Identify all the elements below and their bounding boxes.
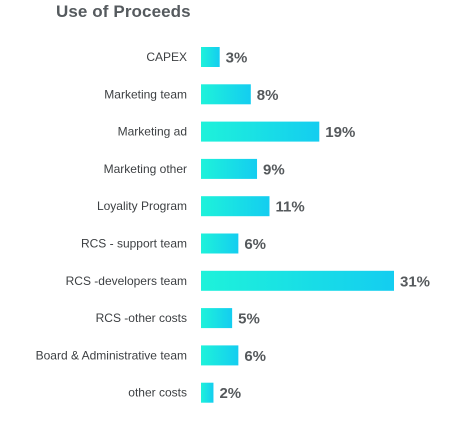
category-label-7: RCS -other costs [96,311,187,325]
category-label-9: other costs [128,386,187,400]
value-label-8: 6% [244,348,266,365]
category-label-4: Loyality Program [97,199,187,213]
bar-6 [201,270,394,291]
bar-1 [201,84,251,105]
category-label-5: RCS - support team [81,237,187,251]
category-label-6: RCS -developers team [66,274,187,288]
category-label-1: Marketing team [104,87,187,101]
value-label-0: 3% [226,50,248,67]
value-label-2: 19% [325,124,355,141]
value-label-7: 5% [238,311,260,328]
bar-3 [201,158,258,179]
bar-9 [201,382,214,403]
category-label-0: CAPEX [146,50,187,64]
value-label-4: 11% [275,199,304,216]
category-label-2: Marketing ad [118,125,187,139]
bar-0 [201,47,220,67]
bars-layer [201,47,394,403]
value-label-6: 31% [400,273,430,290]
value-label-9: 2% [219,385,241,402]
category-labels: CAPEX Marketing team Marketing ad Marketing… [36,50,187,400]
value-label-3: 9% [263,161,285,178]
value-labels: 3% 8% 19% 9% 11% 6% 31% 5% 6% 2% [219,50,430,403]
category-label-3: Marketing other [104,162,187,176]
bar-2 [201,121,320,142]
bar-7 [201,308,233,329]
bar-5 [201,233,239,254]
bar-8 [201,345,239,366]
chart-title: Use of Proceeds [56,2,191,21]
category-label-8: Board & Administrative team [36,348,187,362]
value-label-5: 6% [244,236,266,253]
bar-4 [201,196,270,217]
value-label-1: 8% [257,87,279,104]
